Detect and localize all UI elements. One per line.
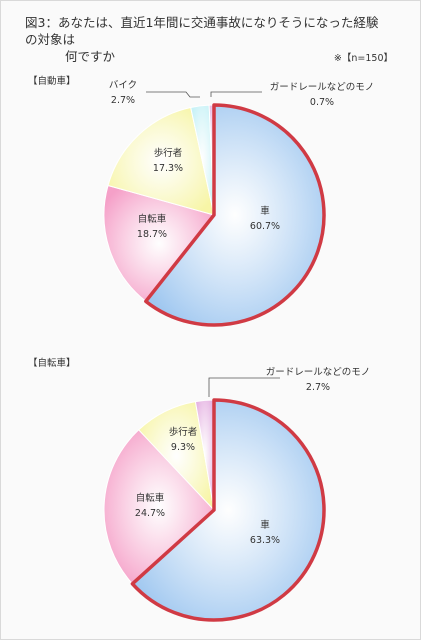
highlight-outline-2 xyxy=(130,398,326,622)
slice-label-motorbike-1: バイク 2.7% xyxy=(108,80,138,106)
pie-slice-bicycle-1 xyxy=(103,184,215,303)
leader-line-3-1 xyxy=(146,91,200,98)
slice-label-bicycle-2: 自転車 24.7% xyxy=(134,493,166,519)
highlight-outline-1 xyxy=(144,103,326,327)
leader-line-4-1 xyxy=(210,91,262,97)
title-line-1: 図3：あなたは、直近1年間に交通事故になりそうになった経験の対象は xyxy=(25,15,379,47)
section-label-car: 【自動車】 xyxy=(28,76,76,87)
sample-size-note: ※【n=150】 xyxy=(333,53,393,64)
section-label-bicycle: 【自転車】 xyxy=(28,358,76,369)
slice-label-guardrail-1: ガードレールなどのモノ 0.7% xyxy=(269,82,375,108)
slice-label-car-2: 車 63.3% xyxy=(249,520,281,546)
pie-slice-pedestrian-1 xyxy=(107,106,215,216)
slice-label-bicycle-1: 自転車 18.7% xyxy=(136,214,168,240)
slice-label-pedestrian-2: 歩行者 9.3% xyxy=(168,427,198,453)
leader-line-3-2 xyxy=(208,377,280,397)
slice-label-guardrail-2: ガードレールなどのモノ 2.7% xyxy=(265,367,371,393)
slice-label-pedestrian-1: 歩行者 17.3% xyxy=(152,148,184,174)
title-line-2: 何ですか xyxy=(65,49,116,64)
slice-label-car-1: 車 60.7% xyxy=(249,206,281,232)
pie-slice-bicycle-2 xyxy=(103,429,215,585)
figure-title: 図3：あなたは、直近1年間に交通事故になりそうになった経験の対象は 何ですか xyxy=(25,14,385,65)
